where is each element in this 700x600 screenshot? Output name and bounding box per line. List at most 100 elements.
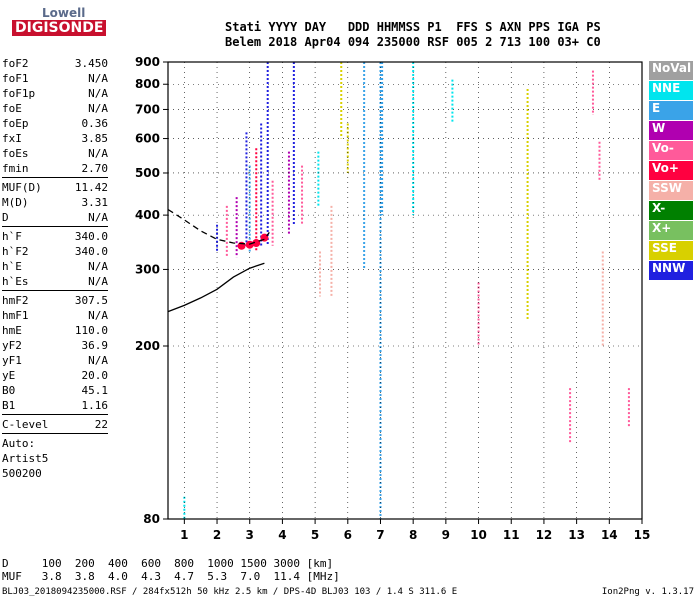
legend-item-sse: SSE (649, 241, 693, 260)
param-name: foE (2, 102, 22, 115)
param-row-hme: hmE 110.0 (2, 323, 108, 338)
file-metadata: BLJ03_2018094235000.RSF / 284fx512h 50 k… (2, 587, 458, 597)
param-value: N/A (88, 147, 108, 160)
logo-line2: DIGISONDE (12, 20, 107, 36)
grid-layer (168, 61, 643, 520)
param-value: 2.70 (81, 162, 109, 175)
param-name: M(D) (2, 196, 29, 209)
param-value: 110.0 (74, 324, 108, 337)
param-value: 3.31 (81, 196, 109, 209)
param-row-clevel: C-level 22 (2, 417, 108, 432)
legend-item-vo: Vo+ (649, 161, 693, 180)
muf-row: MUF 3.8 3.8 4.0 4.3 4.7 5.3 7.0 11.4 [MH… (2, 570, 340, 583)
param-divider (2, 226, 108, 227)
param-row-md: M(D) 3.31 (2, 195, 108, 210)
y-tick-label-8: 900 (135, 55, 160, 69)
param-name: B1 (2, 399, 16, 412)
param-value: 20.0 (81, 369, 109, 382)
auto-line: Auto: (2, 437, 36, 450)
legend-item-w: W (649, 121, 693, 140)
x-tick-label-9: 10 (470, 528, 487, 542)
param-value: N/A (88, 354, 108, 367)
legend-item-x: X+ (649, 221, 693, 240)
param-row-mufd: MUF(D) 11.42 (2, 180, 108, 195)
param-row-he: h`E N/A (2, 259, 108, 274)
param-divider (2, 414, 108, 415)
x-tick-label-11: 12 (536, 528, 553, 542)
series-point-0-2 (252, 239, 261, 248)
param-row-fmin: fmin 2.70 (2, 161, 108, 176)
header-line1: Stati YYYY DAY DDD HHMMSS P1 FFS S AXN P… (225, 20, 601, 34)
param-row-fof1p: foF1p N/A (2, 86, 108, 101)
param-row-d: D N/A (2, 210, 108, 225)
param-name: hmE (2, 324, 22, 337)
param-divider (2, 177, 108, 178)
x-tick-label-1: 2 (213, 528, 221, 542)
y-tick-label-6: 700 (135, 102, 160, 116)
legend-item-nne: NNE (649, 81, 693, 100)
param-value: 45.1 (81, 384, 109, 397)
param-name: foEp (2, 117, 29, 130)
param-value: 3.450 (74, 57, 108, 70)
param-value: 0.36 (81, 117, 109, 130)
param-name: h`F2 (2, 245, 29, 258)
param-name: C-level (2, 418, 49, 431)
y-tick-label-7: 800 (135, 77, 160, 91)
param-value: 307.5 (74, 294, 108, 307)
param-divider (2, 433, 108, 434)
param-name: hmF1 (2, 309, 29, 322)
echo-layer (183, 62, 630, 519)
param-name: foF1p (2, 87, 36, 100)
version-label: Ion2Png v. 1.3.17 (601, 587, 694, 597)
param-value: 3.85 (81, 132, 109, 145)
y-tick-label-2: 300 (135, 262, 160, 276)
param-name: yF1 (2, 354, 22, 367)
legend: NoVal NNE E W Vo- Vo+ SSW X- X+ SSE NNW (649, 61, 693, 281)
digisonde-logo: Lowell DIGISONDE (2, 6, 107, 40)
legend-item-x: X- (649, 201, 693, 220)
legend-item-e: E (649, 101, 693, 120)
param-value: N/A (88, 309, 108, 322)
param-row-hf: h`F 340.0 (2, 229, 108, 244)
param-row-yf2: yF2 36.9 (2, 338, 108, 353)
param-name: h`Es (2, 275, 29, 288)
param-name: yF2 (2, 339, 22, 352)
x-tick-label-7: 8 (409, 528, 417, 542)
y-tick-label-4: 500 (135, 166, 160, 180)
auto-line: Artist5 (2, 452, 49, 465)
param-row-hes: h`Es N/A (2, 274, 108, 289)
muf-table: D 100 200 400 600 800 1000 1500 3000 [km… (2, 557, 340, 583)
param-name: foF2 (2, 57, 29, 70)
param-name: B0 (2, 384, 16, 397)
x-tick-label-6: 7 (376, 528, 384, 542)
param-row-fof1: foF1 N/A (2, 71, 108, 86)
y-tick-label-0: 80 (143, 512, 160, 526)
param-name: fmin (2, 162, 29, 175)
param-value: N/A (88, 87, 108, 100)
station-header: Stati YYYY DAY DDD HHMMSS P1 FFS S AXN P… (225, 20, 601, 50)
param-value: 11.42 (74, 181, 108, 194)
legend-item-ssw: SSW (649, 181, 693, 200)
param-name: h`F (2, 230, 22, 243)
param-value: N/A (88, 211, 108, 224)
param-divider (2, 290, 108, 291)
param-name: foF1 (2, 72, 29, 85)
param-row-foe: foE N/A (2, 101, 108, 116)
param-value: 340.0 (74, 230, 108, 243)
parameter-panel: foF2 3.450 foF1 N/A foF1p N/A foE N/A foEp 0.36 fx… (2, 56, 108, 481)
param-row-b1: B1 1.16 (2, 398, 108, 413)
param-row-hmf1: hmF1 N/A (2, 308, 108, 323)
param-name: h`E (2, 260, 22, 273)
param-row-foep: foEp 0.36 (2, 116, 108, 131)
param-name: hmF2 (2, 294, 29, 307)
param-value: 22 (94, 418, 108, 431)
param-value: 340.0 (74, 245, 108, 258)
param-row-fxi: fxI 3.85 (2, 131, 108, 146)
y-tick-label-5: 600 (135, 132, 160, 146)
x-tick-label-13: 14 (601, 528, 618, 542)
param-value: N/A (88, 72, 108, 85)
param-name: D (2, 211, 9, 224)
distance-row: D 100 200 400 600 800 1000 1500 3000 [km… (2, 557, 334, 570)
param-row-yf1: yF1 N/A (2, 353, 108, 368)
